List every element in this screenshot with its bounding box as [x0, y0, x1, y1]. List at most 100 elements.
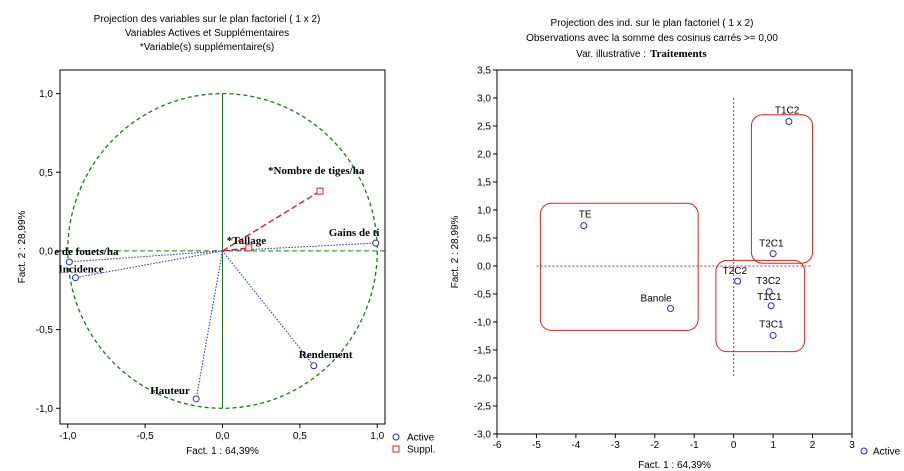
right-plot-frame	[496, 69, 853, 435]
right-x-tick-label: -1	[690, 440, 699, 451]
unit-circle	[67, 92, 378, 409]
group-box	[750, 114, 814, 264]
point-label: *Tallage	[227, 235, 266, 247]
observation-label: TE	[579, 210, 592, 221]
right-y-tick-label: -2,5	[474, 402, 492, 413]
suppl-point-marker	[245, 244, 253, 252]
right-x-tick-label: -3	[611, 440, 620, 451]
observation-marker	[767, 302, 775, 310]
suppl-point-marker	[316, 187, 324, 195]
left-x-tick-label: -1,0	[59, 431, 77, 442]
left-y-tick-label: 1,0	[39, 89, 53, 100]
right-x-tick-label: -4	[571, 440, 580, 451]
point-label: e de fouets/ha	[54, 246, 119, 258]
vector-line	[195, 250, 223, 399]
point-label: Incidence	[58, 264, 103, 276]
right-y-tick-label: 1,0	[477, 206, 491, 217]
observation-marker	[580, 222, 588, 230]
right-illustrative-label: Var. illustrative :	[576, 49, 646, 60]
observation-marker	[769, 250, 777, 258]
point-label: *Nombre de tiges/ha	[268, 165, 365, 177]
group-box	[539, 202, 699, 331]
right-marks: T1C2 TE T2C1 T2C2 T3C2 T1C1 Banole T3C1	[579, 106, 800, 339]
right-y-tick-label: 0,0	[477, 262, 491, 273]
right-y-tick-label: -1,5	[474, 346, 492, 357]
right-y-tick-label: 3,5	[477, 66, 491, 77]
left-x-axis-label: Fact. 1 : 64,39%	[186, 446, 259, 457]
right-y-tick-label: 2,0	[477, 150, 491, 161]
vector-line	[222, 247, 249, 252]
observation-marker	[769, 331, 777, 339]
left-title-line-1: Projection des variables sur le plan fac…	[94, 14, 321, 25]
left-y-tick-label: 0,0	[39, 246, 53, 257]
left-marks: e de fouets/ha Incidence Gains de ti Rendem…	[54, 165, 380, 403]
right-y-tick-label: -1,0	[474, 318, 492, 329]
right-y-tick-label: 0,5	[477, 234, 491, 245]
observation-label: T3C2	[756, 276, 781, 287]
right-y-axis-label: Fact. 2 : 28,99%	[450, 215, 461, 288]
right-legend: Active	[860, 447, 901, 458]
left-x-tick-label: 0,0	[216, 431, 230, 442]
observation-marker	[667, 305, 675, 313]
vector-line	[222, 250, 315, 367]
left-y-axis-label: Fact. 2 : 28,99%	[17, 210, 28, 283]
observation-marker	[785, 118, 793, 126]
right-title-line-1: Projection des ind. sur le plan factorie…	[551, 18, 754, 29]
right-title-line-2: Observations avec la somme des cosinus c…	[526, 33, 778, 44]
right-y-tick-label: -2,0	[474, 374, 492, 385]
active-point-marker	[71, 274, 79, 282]
observation-label: Banole	[641, 294, 673, 305]
left-y-tick-label: -1,0	[36, 404, 54, 415]
active-point-marker	[310, 362, 318, 370]
left-ticks: -1,0 -0,5 0,0 0,5 1,0 1,0 0,5 0,0 -0,5 -1,0	[36, 89, 385, 442]
legend-label: Active	[407, 433, 435, 444]
left-y-tick-label: 0,5	[39, 168, 53, 179]
legend-label: Suppl.	[407, 445, 435, 456]
right-group-boxes	[539, 114, 814, 353]
point-label: Gains de ti	[329, 227, 380, 239]
right-axes-lines	[536, 98, 813, 378]
vector-line	[75, 250, 223, 279]
left-title-line-2: Variables Actives et Supplémentaires	[125, 28, 289, 39]
legend-suppl-marker	[392, 445, 400, 453]
legend-active-marker	[392, 433, 400, 441]
left-x-tick-label: -0,5	[137, 431, 155, 442]
observation-marker	[734, 277, 742, 285]
right-y-tick-label: 3,0	[477, 94, 491, 105]
right-ticks: -6 -5 -4 -3 -2 -1 0 1 2 3 3,5 3,0 2,5 2,0 1,5 1,0 0,5 0,0…	[474, 66, 855, 452]
right-x-tick-label: 0	[731, 440, 737, 451]
left-title-line-3: *Variable(s) supplémentaire(s)	[140, 42, 274, 53]
right-x-tick-label: 3	[849, 440, 855, 451]
right-x-tick-label: -5	[532, 440, 541, 451]
left-x-tick-label: 0,5	[293, 431, 307, 442]
active-point-marker	[192, 395, 200, 403]
legend-label: Active	[873, 447, 901, 458]
right-x-tick-label: -2	[650, 440, 659, 451]
observation-label: T1C1	[757, 292, 782, 303]
right-y-tick-label: 2,5	[477, 122, 491, 133]
observation-label: T2C1	[759, 239, 784, 250]
active-point-marker	[65, 258, 73, 266]
observation-label: T2C2	[723, 266, 748, 277]
observation-label: T1C2	[775, 106, 800, 117]
vector-line	[222, 190, 321, 252]
left-x-tick-label: 1,0	[370, 431, 384, 442]
point-label: Rendement	[299, 349, 353, 361]
observation-label: T3C1	[759, 319, 784, 330]
right-y-tick-label: -0,5	[474, 290, 492, 301]
right-y-tick-label: -3,0	[474, 430, 492, 441]
right-x-tick-label: 2	[810, 440, 816, 451]
right-y-tick-label: 1,5	[477, 178, 491, 189]
group-box	[715, 259, 806, 353]
right-chart: Projection des ind. sur le plan factorie…	[450, 18, 901, 471]
observation-marker	[765, 288, 773, 296]
legend-active-marker	[860, 447, 868, 455]
active-point-marker	[372, 239, 380, 247]
left-y-tick-label: -0,5	[36, 325, 54, 336]
right-illustrative-value: Traitements	[650, 48, 707, 60]
right-x-tick-label: 1	[770, 440, 776, 451]
right-x-tick-label: -6	[493, 440, 502, 451]
left-chart: Projection des variables sur le plan fac…	[17, 14, 435, 457]
